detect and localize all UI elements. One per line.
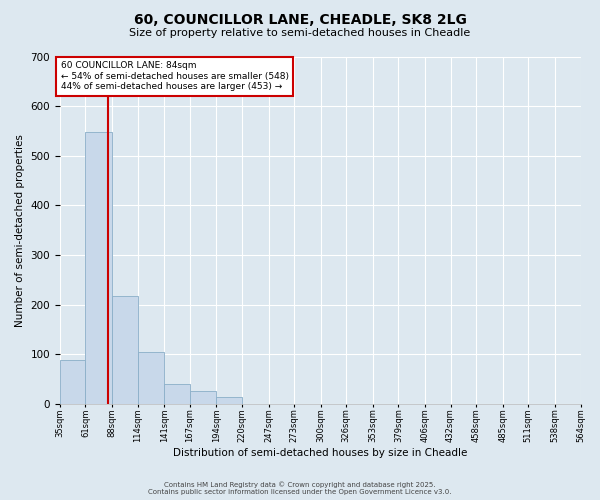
Text: 60 COUNCILLOR LANE: 84sqm
← 54% of semi-detached houses are smaller (548)
44% of: 60 COUNCILLOR LANE: 84sqm ← 54% of semi-… [61, 62, 289, 92]
Text: 60, COUNCILLOR LANE, CHEADLE, SK8 2LG: 60, COUNCILLOR LANE, CHEADLE, SK8 2LG [134, 12, 466, 26]
Bar [85, 132, 112, 404]
Bar [60, 360, 85, 404]
Text: Contains public sector information licensed under the Open Government Licence v3: Contains public sector information licen… [148, 489, 452, 495]
Y-axis label: Number of semi-detached properties: Number of semi-detached properties [15, 134, 25, 326]
Bar [137, 352, 164, 404]
Bar [112, 296, 137, 404]
X-axis label: Distribution of semi-detached houses by size in Cheadle: Distribution of semi-detached houses by … [173, 448, 467, 458]
Bar [190, 390, 217, 404]
Bar [164, 384, 190, 404]
Text: Contains HM Land Registry data © Crown copyright and database right 2025.: Contains HM Land Registry data © Crown c… [164, 481, 436, 488]
Text: Size of property relative to semi-detached houses in Cheadle: Size of property relative to semi-detach… [130, 28, 470, 38]
Bar [217, 397, 242, 404]
